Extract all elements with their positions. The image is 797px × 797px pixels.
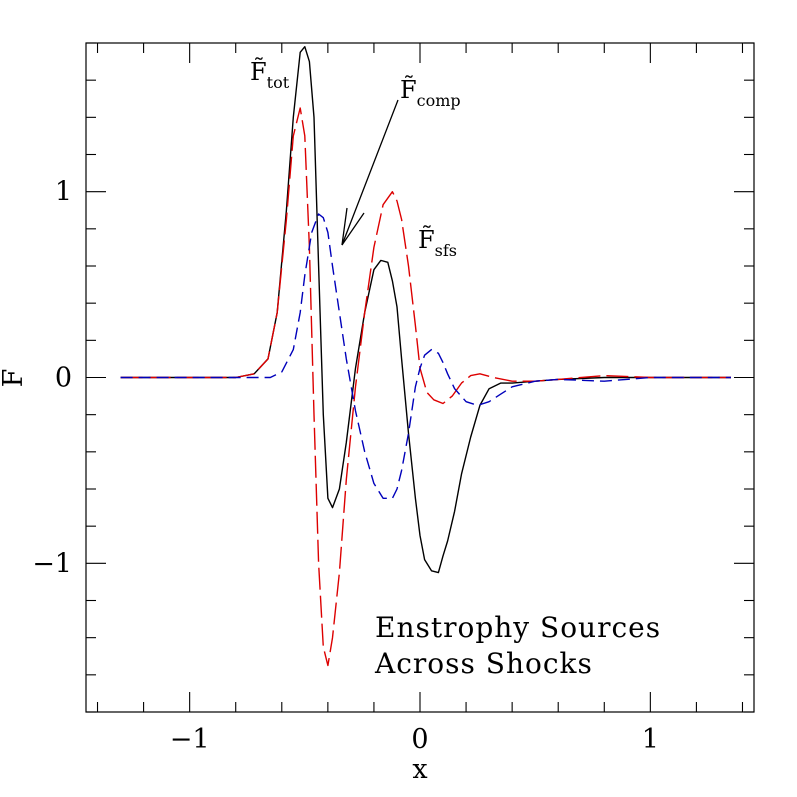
y-tick-label: −1	[32, 548, 72, 579]
x-tick-label: 0	[411, 724, 428, 755]
comp-arrow	[341, 99, 399, 246]
label-tot: F̃tot	[250, 58, 290, 92]
label-comp: F̃comp	[400, 76, 461, 110]
series-line-tot	[120, 46, 731, 574]
annotation-line-2: Across Shocks	[374, 647, 593, 680]
series-line-sfs	[120, 213, 731, 499]
y-axis-label: F̄	[0, 369, 29, 388]
label-sfs: F̃sfs	[418, 226, 457, 260]
x-axis-label: x	[412, 754, 427, 785]
y-tick-label: 1	[55, 177, 72, 208]
x-tick-label: −1	[170, 724, 210, 755]
annotation-line-1: Enstrophy Sources	[375, 611, 661, 644]
y-tick-label: 0	[55, 363, 72, 394]
ticks: −1 0 1 −1 0 1	[32, 42, 754, 755]
series-group	[120, 46, 731, 667]
x-tick-label: 1	[642, 724, 659, 755]
series-line-comp	[120, 107, 731, 667]
